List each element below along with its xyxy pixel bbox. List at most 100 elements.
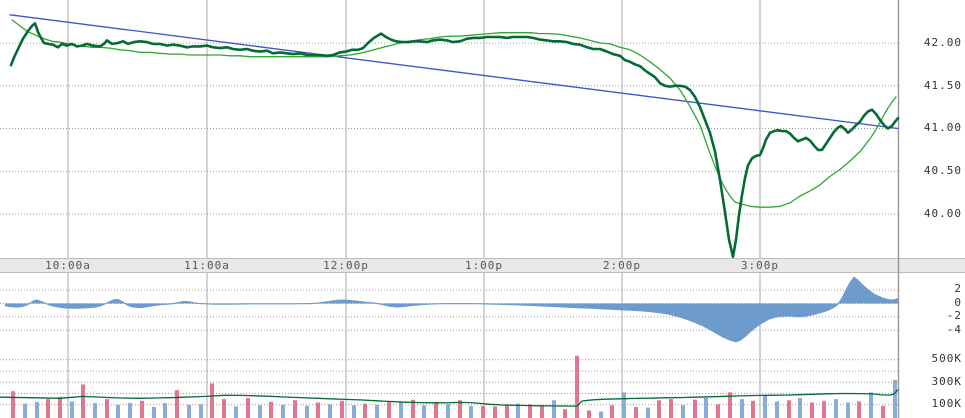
time-label: 11:00a — [184, 259, 230, 272]
volume-bar-down — [11, 391, 15, 418]
volume-axis-label: 100K — [931, 397, 962, 410]
volume-bar-down — [387, 401, 391, 418]
volume-bar-up — [128, 403, 132, 418]
oscillator-area — [5, 277, 898, 342]
volume-bar-up — [834, 399, 838, 418]
moving_average-line — [11, 19, 897, 208]
volume-axis-label: 300K — [931, 375, 962, 388]
volume-bar-up — [399, 402, 403, 418]
volume-bar-up — [646, 407, 650, 418]
volume-bar-up — [704, 398, 708, 418]
price-axis-label: 41.50 — [923, 79, 962, 92]
volume-ma-line — [0, 389, 899, 407]
volume-bar-up — [93, 403, 97, 418]
price-axis-label: 42.00 — [923, 36, 962, 49]
time-label: 2:00p — [602, 259, 642, 272]
oscillator-axis-label: 2 — [954, 282, 962, 295]
volume-bar-up — [469, 405, 473, 418]
time-label: 12:00p — [323, 259, 369, 272]
time-label: 1:00p — [464, 259, 504, 272]
volume-bar-down — [540, 405, 544, 418]
volume-bar-down — [140, 400, 144, 418]
volume-bar-down — [175, 390, 179, 418]
volume-bar-up — [552, 400, 556, 418]
volume-bar-down — [46, 399, 50, 418]
volume-bar-down — [269, 401, 273, 418]
volume-bar-down — [610, 405, 614, 418]
volume-bar-up — [352, 405, 356, 418]
oscillator-line — [4, 276, 899, 343]
volume-bar-up — [234, 406, 238, 418]
volume-bar-down — [340, 400, 344, 418]
price-axis-label: 40.00 — [923, 207, 962, 220]
volume-bar-down — [246, 398, 250, 418]
volume-bar-down — [634, 407, 638, 418]
volume-bar-down — [716, 404, 720, 418]
price-axis-label: 40.50 — [923, 164, 962, 177]
volume-bar-down — [293, 400, 297, 418]
volume-bar-up — [258, 405, 262, 418]
volume-bar-down — [481, 405, 485, 418]
trendline-line — [9, 14, 899, 130]
volume-bar-up — [763, 395, 767, 418]
volume-bar-up — [446, 404, 450, 418]
volume-bar-down — [222, 399, 226, 418]
volume-bar-up — [35, 401, 39, 418]
volume-bar-up — [516, 403, 520, 418]
volume-bar-down — [881, 405, 885, 418]
volume-bar-up — [681, 405, 685, 418]
volume-bar-up — [798, 398, 802, 418]
volume-bar-up — [305, 405, 309, 418]
volume-bar-up — [163, 403, 167, 418]
volume-bar-down — [728, 392, 732, 418]
volume-bar-up — [775, 401, 779, 418]
volume-bar-down — [210, 383, 214, 418]
volume-bar-down — [751, 400, 755, 418]
volume-bar-down — [493, 406, 497, 418]
price-axis-label: 41.00 — [923, 121, 962, 134]
volume-bar-down — [316, 402, 320, 418]
volume-bar-up — [375, 404, 379, 418]
volume-bar-down — [528, 404, 532, 418]
volume-bar-up — [740, 399, 744, 418]
volume-bar-down — [575, 355, 579, 418]
volume-bar-up — [622, 392, 626, 418]
volume-bar-down — [458, 400, 462, 418]
volume-bar-up — [599, 411, 603, 418]
volume-bar-down — [822, 400, 826, 418]
volume-bar-down — [693, 399, 697, 418]
volume-bar-down — [363, 403, 367, 418]
oscillator-axis-label: -2 — [946, 309, 962, 322]
volume-bar-down — [434, 401, 438, 418]
time-axis-band: 10:00a 11:00a 12:00p 1:00p 2:00p 3:00p — [0, 258, 965, 273]
volume-bar-down — [810, 402, 814, 418]
volume-bar-down — [669, 399, 673, 418]
volume-bar-up — [328, 404, 332, 418]
volume-bar-down — [411, 399, 415, 418]
price-line — [9, 21, 900, 259]
volume-bar-down — [58, 396, 62, 418]
volume-bar-down — [657, 400, 661, 418]
volume-bar-down — [857, 401, 861, 418]
volume-bar-down — [81, 384, 85, 418]
volume-bar-up — [199, 404, 203, 418]
volume-bar-up — [281, 404, 285, 418]
oscillator-axis-label: 0 — [954, 296, 962, 309]
volume-bar-up — [893, 380, 897, 418]
volume-bar-up — [70, 401, 74, 418]
volume-bar-down — [587, 410, 591, 418]
volume-bar-down — [563, 409, 567, 418]
volume-bar-up — [116, 404, 120, 418]
volume-bar-up — [422, 405, 426, 418]
time-label: 10:00a — [45, 259, 91, 272]
volume-bar-up — [869, 392, 873, 418]
volume-axis-label: 500K — [931, 352, 962, 365]
volume-bar-down — [505, 405, 509, 418]
oscillator-axis-label: -4 — [946, 323, 962, 336]
volume-bar-up — [187, 404, 191, 418]
volume-bar-up — [152, 407, 156, 418]
time-label: 3:00p — [740, 259, 780, 272]
volume-bar-down — [105, 399, 109, 418]
